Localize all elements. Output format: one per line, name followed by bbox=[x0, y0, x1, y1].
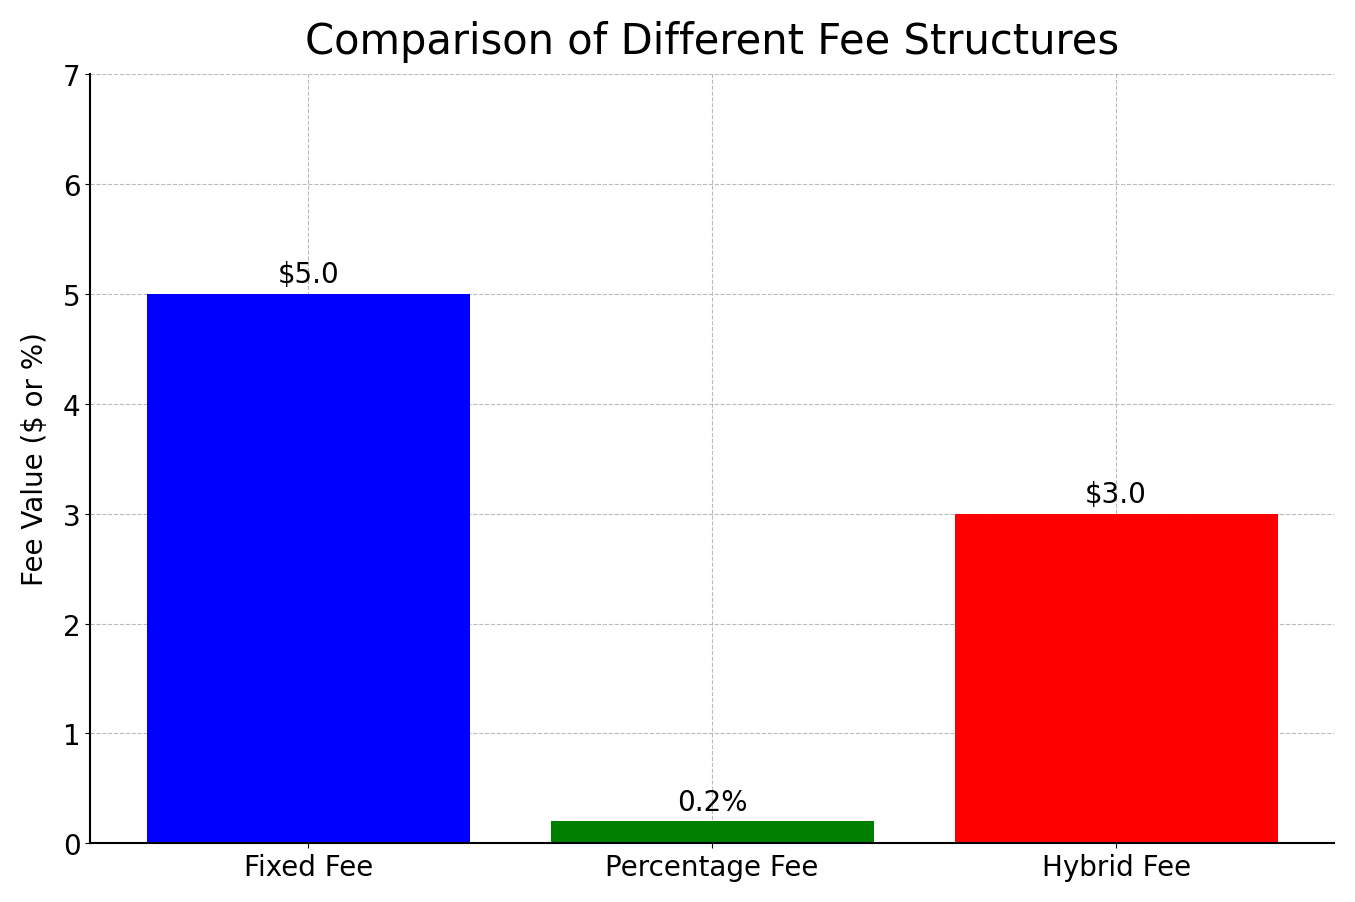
Text: $5.0: $5.0 bbox=[278, 261, 339, 289]
Title: Comparison of Different Fee Structures: Comparison of Different Fee Structures bbox=[305, 21, 1119, 63]
Bar bbox=[146, 294, 470, 843]
Text: 0.2%: 0.2% bbox=[678, 788, 748, 816]
Bar bbox=[550, 822, 874, 843]
Text: $3.0: $3.0 bbox=[1085, 481, 1146, 509]
Bar bbox=[954, 514, 1278, 843]
Y-axis label: Fee Value ($ or %): Fee Value ($ or %) bbox=[20, 332, 49, 585]
